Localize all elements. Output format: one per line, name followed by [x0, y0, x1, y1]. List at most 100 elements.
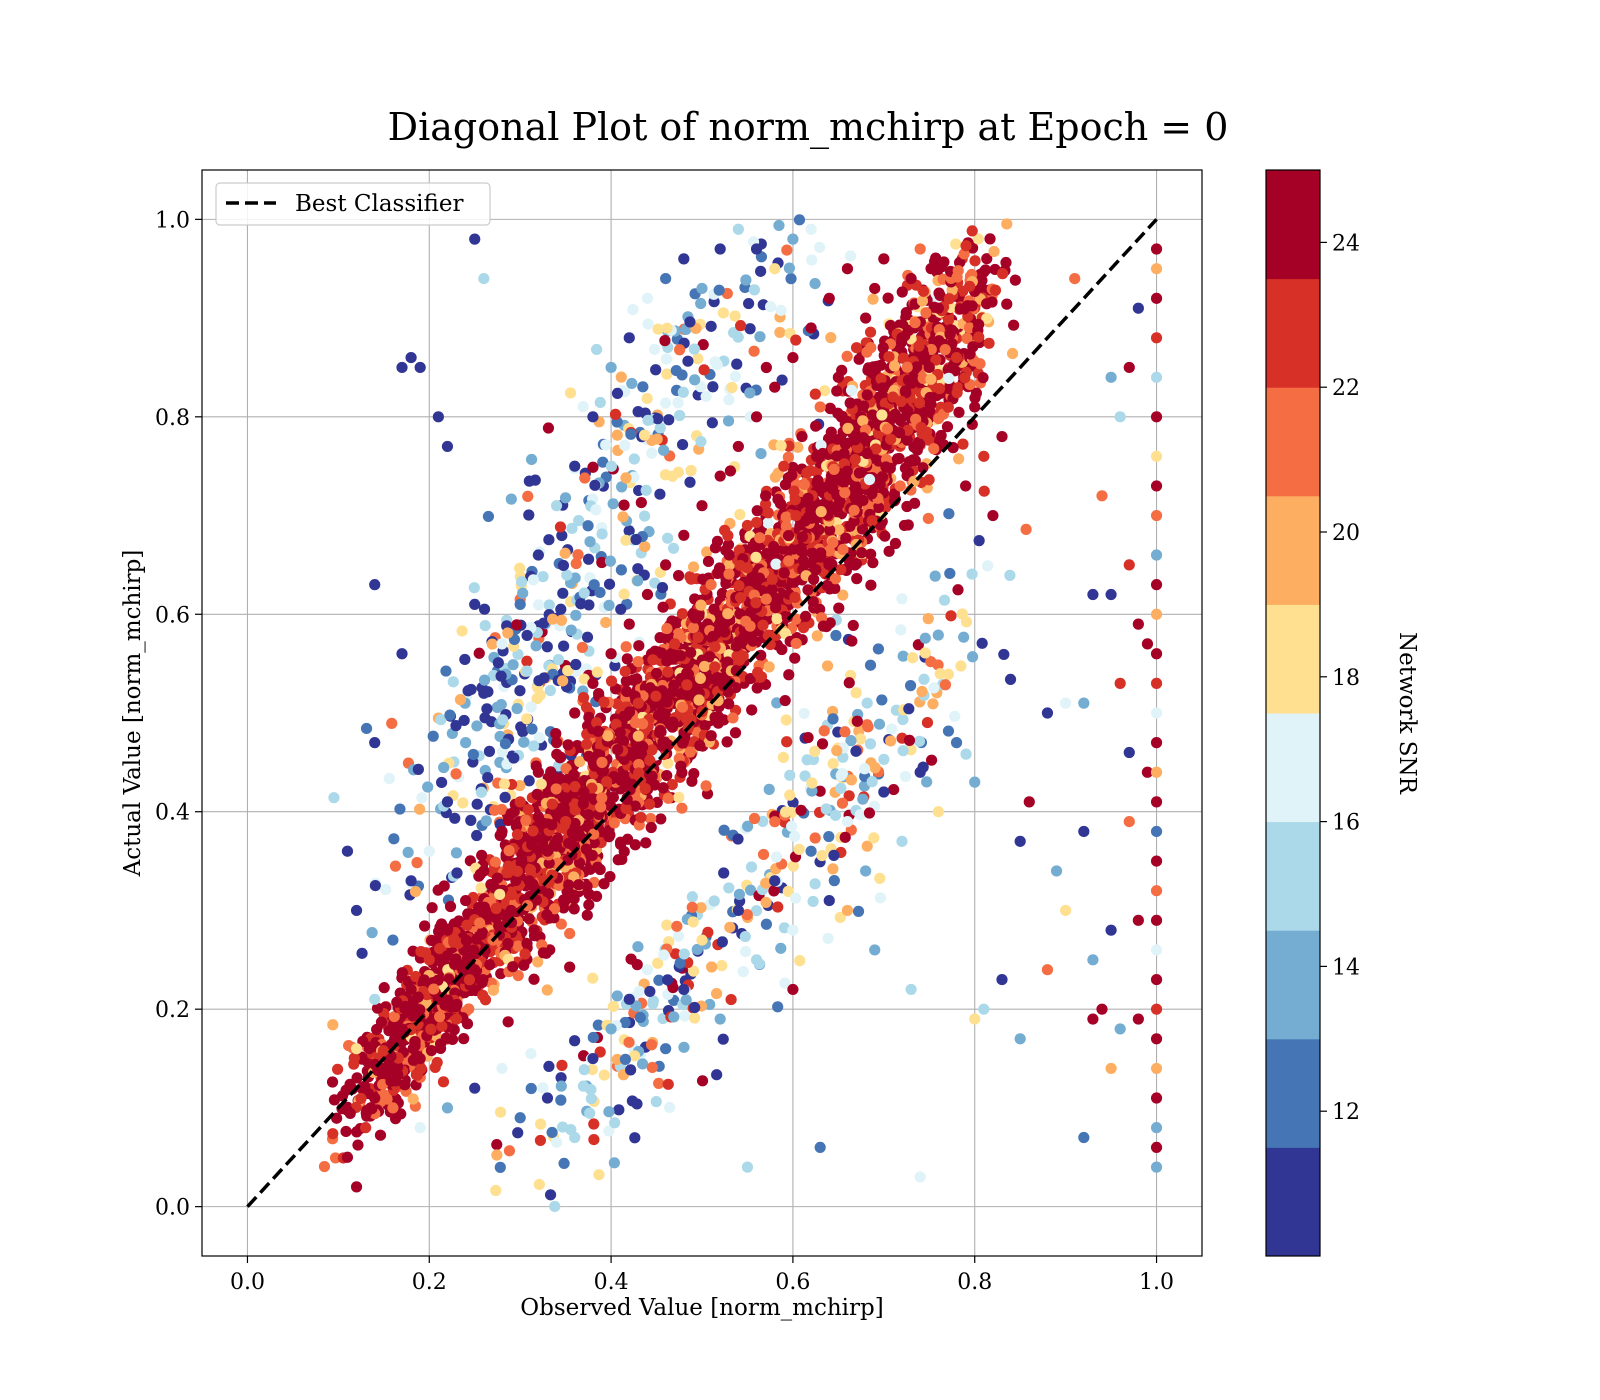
- scatter-point: [687, 608, 699, 620]
- scatter-point: [581, 631, 594, 643]
- scatter-point: [676, 369, 688, 381]
- scatter-point: [620, 472, 632, 484]
- scatter-point: [457, 797, 469, 809]
- scatter-point: [414, 1122, 426, 1134]
- scatter-point: [987, 509, 999, 522]
- scatter-point: [580, 701, 593, 713]
- scatter-point: [861, 697, 873, 709]
- scatter-point: [912, 639, 924, 651]
- scatter-point: [919, 406, 931, 419]
- scatter-point: [816, 849, 828, 862]
- scatter-point: [781, 611, 793, 623]
- scatter-point: [534, 1134, 547, 1147]
- scatter-point: [633, 758, 645, 771]
- scatter-point: [708, 603, 720, 615]
- scatter-point: [623, 1036, 635, 1048]
- scatter-point: [525, 1082, 537, 1095]
- scatter-point: [905, 983, 917, 996]
- scatter-point: [564, 961, 576, 973]
- scatter-point: [714, 672, 726, 684]
- scatter-point: [944, 567, 956, 580]
- scatter-point: [1123, 361, 1135, 374]
- scatter-point: [436, 776, 448, 789]
- scatter-point: [697, 573, 709, 585]
- scatter-point: [882, 292, 894, 304]
- scatter-point: [784, 769, 796, 781]
- scatter-point: [458, 714, 470, 727]
- scatter-point: [533, 675, 545, 687]
- scatter-point: [357, 1035, 369, 1047]
- scatter-point: [669, 638, 681, 650]
- scatter-point: [933, 383, 946, 395]
- scatter-point: [934, 289, 946, 302]
- scatter-point: [1132, 618, 1144, 630]
- scatter-point: [605, 648, 617, 660]
- scatter-point: [414, 803, 426, 815]
- scatter-point: [471, 829, 483, 842]
- scatter-point: [703, 651, 715, 663]
- scatter-point: [716, 936, 728, 948]
- scatter-point: [527, 574, 539, 586]
- scatter-point: [944, 328, 956, 340]
- scatter-point: [729, 727, 742, 739]
- scatter-point: [416, 792, 428, 804]
- scatter-point: [506, 889, 518, 901]
- scatter-point: [350, 904, 363, 917]
- scatter-point: [982, 560, 994, 572]
- scatter-point: [950, 737, 963, 749]
- scatter-point: [678, 253, 690, 265]
- scatter-point: [642, 318, 654, 330]
- scatter-point: [788, 576, 800, 588]
- scatter-point: [630, 533, 642, 546]
- scatter-point: [897, 352, 909, 364]
- scatter-point: [775, 942, 787, 954]
- scatter-point: [415, 945, 427, 958]
- scatter-point: [1123, 816, 1135, 828]
- scatter-point: [650, 364, 662, 376]
- scatter-point: [859, 763, 871, 775]
- scatter-point: [561, 569, 573, 581]
- scatter-point: [611, 387, 624, 400]
- scatter-point: [318, 1160, 331, 1173]
- scatter-point: [776, 374, 788, 386]
- scatter-point: [771, 613, 783, 625]
- scatter-point: [854, 733, 867, 745]
- scatter-point: [662, 974, 674, 986]
- scatter-point: [689, 374, 701, 386]
- scatter-point: [661, 368, 673, 380]
- scatter-point: [1001, 298, 1013, 310]
- scatter-point: [479, 619, 491, 632]
- scatter-point: [684, 476, 696, 488]
- scatter-point: [499, 791, 511, 803]
- scatter-point: [603, 578, 616, 590]
- scatter-point: [750, 516, 763, 529]
- scatter-point: [951, 271, 963, 283]
- scatter-point: [660, 353, 673, 365]
- scatter-point: [902, 405, 914, 417]
- scatter-point: [546, 798, 558, 810]
- scatter-point: [835, 564, 847, 576]
- scatter-point: [374, 1129, 387, 1141]
- scatter-point: [768, 541, 780, 553]
- scatter-point: [960, 616, 973, 628]
- scatter-point: [640, 837, 652, 849]
- scatter-point: [962, 300, 974, 312]
- scatter-point: [650, 690, 662, 702]
- scatter-point: [496, 803, 508, 816]
- scatter-point: [709, 356, 721, 368]
- scatter-point: [647, 654, 659, 666]
- scatter-point: [607, 791, 619, 803]
- scatter-point: [463, 974, 476, 986]
- scatter-point: [612, 744, 624, 756]
- scatter-point: [574, 756, 586, 768]
- scatter-point: [823, 894, 835, 907]
- scatter-point: [462, 685, 474, 697]
- scatter-point: [825, 503, 837, 515]
- scatter-point: [464, 949, 477, 961]
- scatter-point: [1096, 490, 1108, 502]
- scatter-point: [511, 865, 523, 877]
- scatter-point: [596, 528, 608, 540]
- scatter-point: [587, 677, 599, 689]
- scatter-point: [678, 948, 690, 960]
- scatter-point: [405, 983, 417, 996]
